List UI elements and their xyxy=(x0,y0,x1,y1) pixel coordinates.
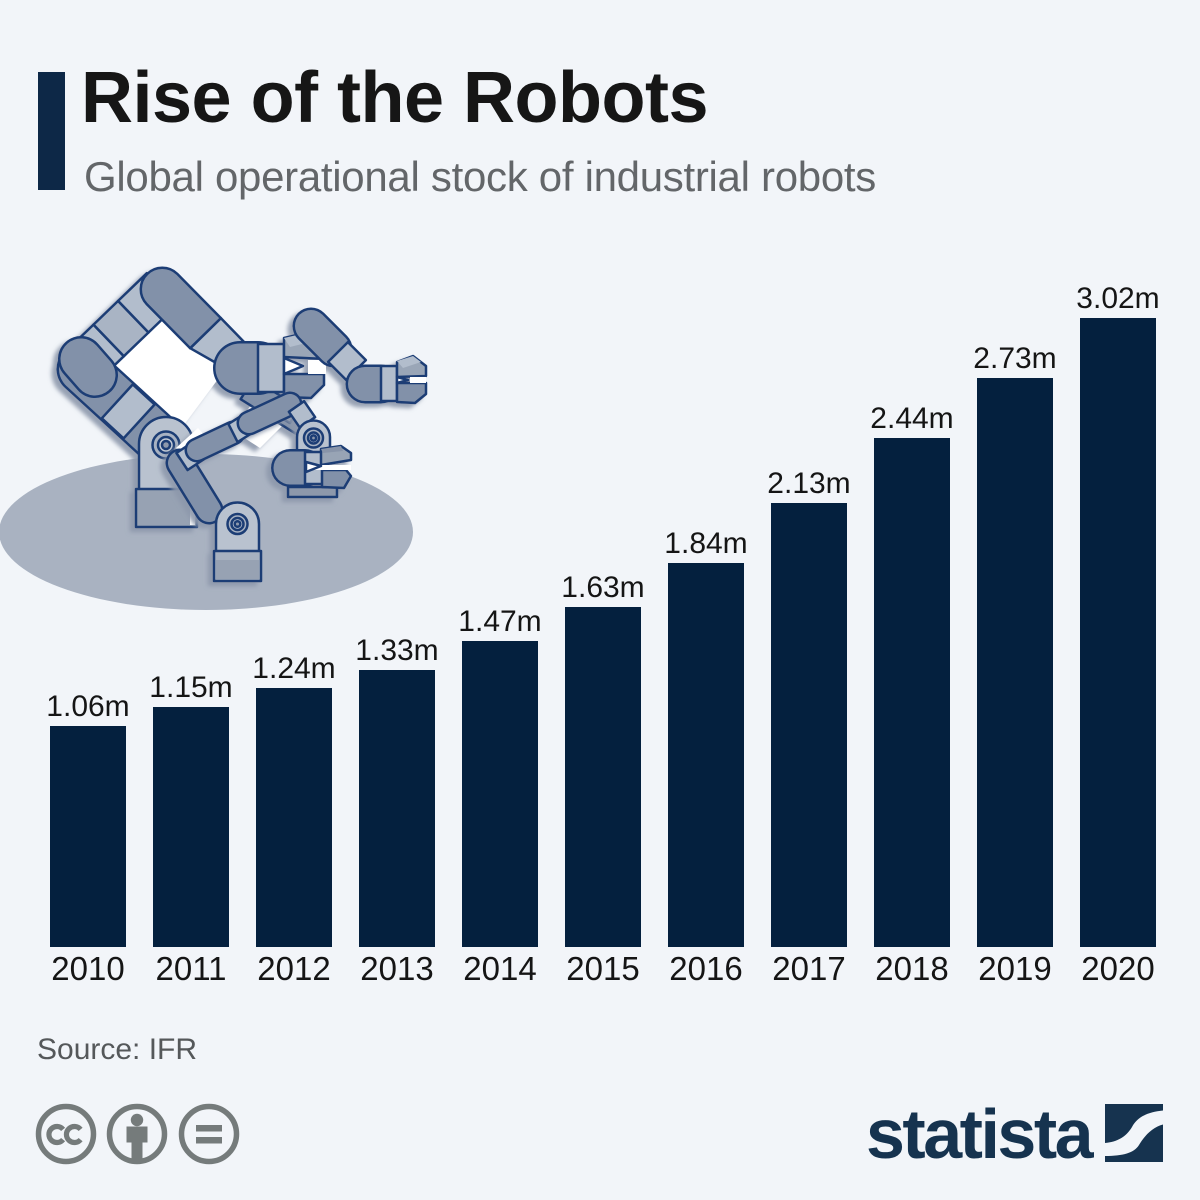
svg-text:statista: statista xyxy=(866,1095,1095,1170)
